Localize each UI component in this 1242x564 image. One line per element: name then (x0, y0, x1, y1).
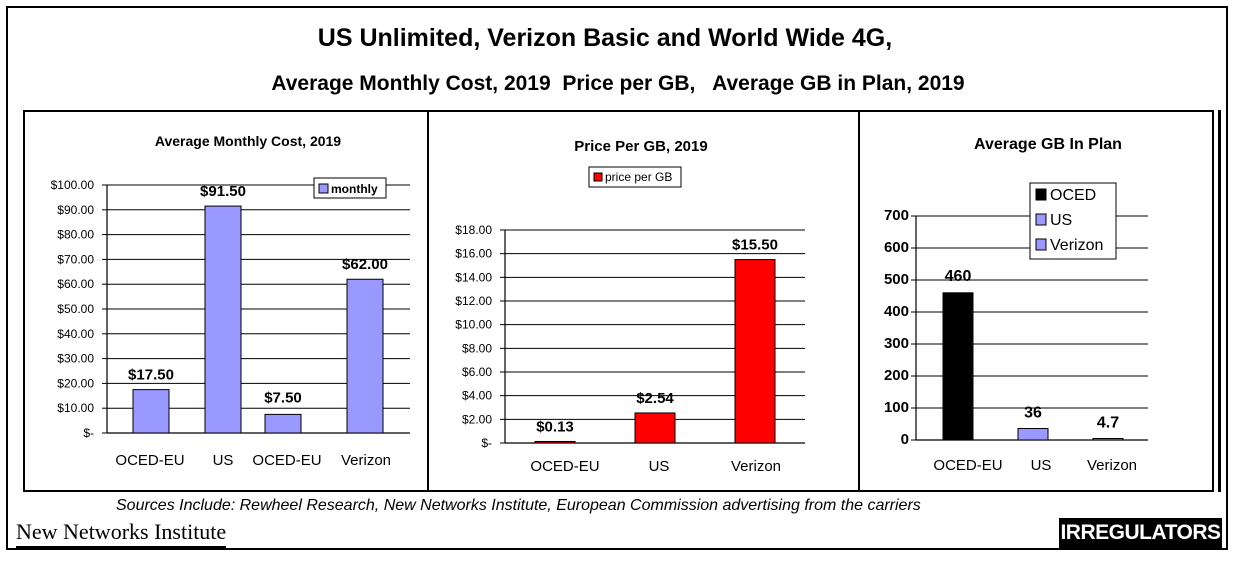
y-tick-label: $16.00 (455, 247, 492, 261)
y-tick-label: 400 (884, 303, 909, 320)
x-tick-label: Verizon (341, 452, 391, 469)
y-tick-label: $- (481, 436, 492, 450)
panel-divider (427, 112, 429, 490)
legend-swatch (1035, 188, 1047, 201)
y-tick-label: $80.00 (57, 228, 94, 242)
chart-title: Average Monthly Cost, 2019 (155, 133, 341, 149)
bar (264, 413, 302, 434)
x-tick-label: US (1031, 457, 1052, 474)
y-tick-label: 100 (884, 399, 909, 416)
legend-swatch (593, 172, 603, 182)
y-tick-label: $2.00 (462, 412, 492, 426)
legend-label: US (1050, 212, 1072, 229)
y-tick-label: $60.00 (57, 277, 94, 291)
y-tick-label: $100.00 (51, 178, 95, 192)
y-tick-label: $30.00 (57, 352, 94, 366)
y-tick-label: $70.00 (57, 252, 94, 266)
legend-label: price per GB (605, 170, 672, 184)
legend-box (588, 166, 682, 188)
brand-right-logo: IRREGULATORS (1059, 518, 1222, 548)
panels-frame-edge (1218, 110, 1221, 492)
x-tick-label: OCED-EU (252, 452, 321, 469)
legend-label: monthly (331, 182, 378, 196)
outer-frame (6, 6, 1228, 550)
x-tick-label: US (213, 452, 234, 469)
chart-panels-frame (23, 110, 1214, 492)
legend-label: OCED (1050, 187, 1096, 204)
data-label: $0.13 (536, 418, 574, 435)
y-tick-label: 300 (884, 335, 909, 352)
y-tick-label: 700 (884, 207, 909, 224)
legend-swatch (1035, 213, 1047, 226)
bar (346, 278, 384, 434)
bar (734, 259, 776, 444)
y-tick-label: $6.00 (462, 365, 492, 379)
data-label: $17.50 (128, 367, 174, 384)
legend-label: Verizon (1050, 237, 1103, 254)
data-label: $7.50 (264, 389, 302, 406)
y-tick-label: $90.00 (57, 203, 94, 217)
y-tick-label: $14.00 (455, 270, 492, 284)
y-tick-label: $10.00 (57, 401, 94, 415)
bar (204, 205, 242, 434)
bar (534, 440, 576, 444)
page-subtitle: Average Monthly Cost, 2019 Price per GB,… (271, 72, 965, 95)
y-tick-label: $20.00 (57, 376, 94, 390)
chart-title: Average GB In Plan (974, 136, 1122, 153)
legend-box (313, 177, 387, 199)
y-tick-label: 200 (884, 367, 909, 384)
sources-note: Sources Include: Rewheel Research, New N… (116, 497, 921, 514)
data-label: $62.00 (342, 256, 388, 273)
data-label: 460 (945, 268, 972, 285)
y-tick-label: $10.00 (455, 318, 492, 332)
y-tick-label: $12.00 (455, 294, 492, 308)
legend-swatch (318, 183, 329, 194)
page-title: US Unlimited, Verizon Basic and World Wi… (317, 24, 893, 52)
x-tick-label: OCED-EU (115, 452, 184, 469)
data-label: 4.7 (1097, 414, 1119, 431)
legend-swatch (1035, 238, 1047, 251)
x-tick-label: Verizon (1087, 457, 1137, 474)
y-tick-label: 600 (884, 239, 909, 256)
bar (1017, 427, 1049, 441)
chart-title: Price Per GB, 2019 (574, 138, 707, 155)
bar (634, 412, 676, 444)
y-tick-label: $4.00 (462, 389, 492, 403)
x-tick-label: Verizon (731, 458, 781, 475)
data-label: $91.50 (200, 183, 246, 200)
y-tick-label: 500 (884, 271, 909, 288)
y-tick-label: $- (83, 426, 94, 440)
y-tick-label: $18.00 (455, 223, 492, 237)
data-label: $15.50 (732, 237, 778, 254)
bar (1092, 437, 1124, 441)
bar (132, 389, 170, 434)
panel-divider (858, 112, 860, 490)
y-tick-label: $50.00 (57, 302, 94, 316)
bar (942, 292, 974, 441)
brand-left-logo: New Networks Institute (16, 519, 227, 548)
x-tick-label: OCED-EU (933, 457, 1002, 474)
x-tick-label: OCED-EU (530, 458, 599, 475)
y-tick-label: 0 (901, 431, 909, 448)
x-tick-label: US (649, 458, 670, 475)
data-label: $2.54 (636, 390, 674, 407)
y-tick-label: $8.00 (462, 341, 492, 355)
y-tick-label: $40.00 (57, 327, 94, 341)
data-label: 36 (1024, 404, 1042, 421)
